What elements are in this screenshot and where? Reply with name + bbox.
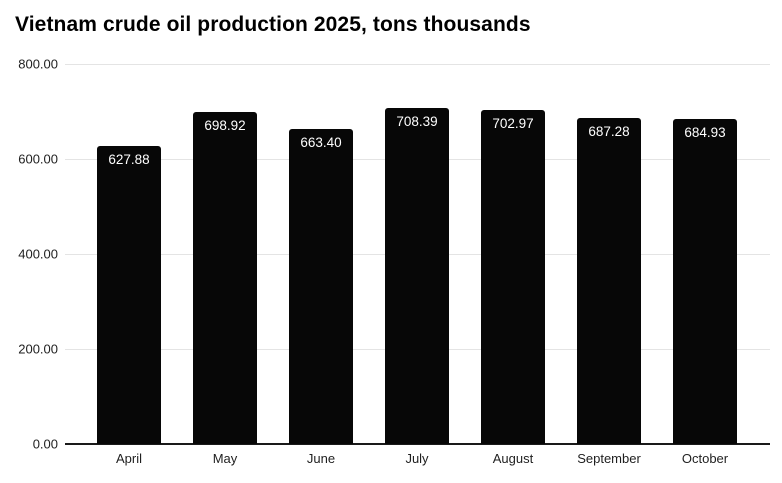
category-band: 663.40 June [273, 64, 369, 466]
x-axis-label: April [115, 451, 142, 466]
bar-value-label: 702.97 [492, 116, 534, 132]
bar-value-label: 684.93 [684, 124, 726, 140]
bars-container: 627.88 April 698.92 May 663.40 June 708.39 July… [81, 64, 753, 466]
y-tick-label: 400.00 [18, 246, 58, 262]
plot-area: 627.88 April 698.92 May 663.40 June 708.39 July… [65, 64, 770, 466]
x-axis-label: September [577, 451, 641, 466]
bar-april[interactable]: 627.88 [97, 145, 161, 444]
bar-value-label: 708.39 [396, 113, 438, 129]
x-axis-label: June [306, 451, 336, 466]
y-tick-label: 0.00 [32, 436, 58, 452]
x-axis-line [65, 443, 770, 445]
bar-value-label: 698.92 [204, 118, 246, 134]
bar-october[interactable]: 684.93 [673, 118, 737, 444]
category-band: 627.88 April [81, 64, 177, 466]
category-band: 698.92 May [177, 64, 273, 466]
x-axis-label: August [492, 451, 534, 466]
category-band: 702.97 August [465, 64, 561, 466]
category-band: 687.28 September [561, 64, 657, 466]
category-band: 684.93 October [657, 64, 753, 466]
y-tick-label: 200.00 [18, 341, 58, 357]
x-axis-label: May [212, 451, 238, 466]
y-axis: 800.00 600.00 400.00 200.00 0.00 [0, 57, 58, 452]
bar-june[interactable]: 663.40 [289, 128, 353, 444]
category-band: 708.39 July [369, 64, 465, 466]
bar-value-label: 627.88 [108, 151, 150, 167]
bar-may[interactable]: 698.92 [193, 112, 257, 444]
x-axis-label: October [681, 451, 729, 466]
bar-value-label: 663.40 [300, 134, 342, 150]
gridline [65, 64, 770, 65]
bar-september[interactable]: 687.28 [577, 117, 641, 444]
bar-july[interactable]: 708.39 [385, 107, 449, 444]
y-tick-label: 800.00 [18, 56, 58, 72]
x-axis-label: July [405, 451, 429, 466]
chart-title: Vietnam crude oil production 2025, tons … [15, 13, 531, 36]
bar-value-label: 687.28 [588, 123, 630, 139]
y-tick-label: 600.00 [18, 151, 58, 167]
bar-august[interactable]: 702.97 [481, 110, 545, 444]
